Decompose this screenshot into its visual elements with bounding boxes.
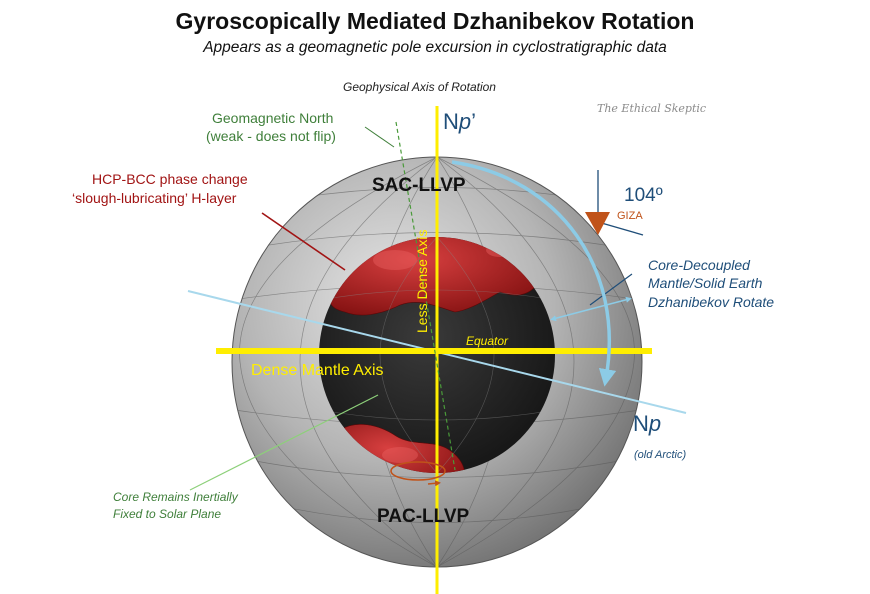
core-decoupled-line-2: Mantle/Solid Earth: [648, 275, 763, 291]
np-prime-base: N: [443, 109, 459, 134]
core-inertial-leader: [189, 394, 379, 491]
core-inertial-line-2: Fixed to Solar Plane: [113, 507, 222, 521]
geomagnetic-north-note: (weak - does not flip): [206, 128, 336, 144]
np-base: N: [633, 411, 649, 436]
core-rotation-ellipse: [390, 461, 446, 481]
old-arctic-label: (old Arctic): [634, 449, 687, 461]
h-layer-label: ‘slough-lubricating’ H-layer: [72, 190, 237, 206]
np-label: Np: [633, 411, 661, 437]
np-prime-label: Np’: [443, 109, 476, 135]
geomagnetic-north-label: Geomagnetic North: [212, 110, 334, 126]
geomagnetic-leader: [364, 126, 395, 148]
core-decoupled-line-1: Core-Decoupled: [648, 257, 750, 273]
np-prime-subscript: p: [458, 109, 472, 134]
giza-arm: [597, 221, 644, 236]
watermark: The Ethical Skeptic: [597, 102, 707, 115]
pac-llvp-label: PAC-LLVP: [377, 506, 470, 527]
dense-mantle-axis-label: Dense Mantle Axis: [251, 362, 384, 379]
sac-llvp-label: SAC-LLVP: [372, 175, 466, 196]
giza-triangle: [585, 212, 610, 235]
less-dense-axis-label: Less Dense Axis: [414, 229, 430, 334]
np-prime-suffix: ’: [471, 109, 477, 134]
page-subtitle: Appears as a geomagnetic pole excursion …: [203, 39, 667, 56]
giza-label: GIZA: [617, 210, 643, 222]
core-rotation-arrowhead: [427, 480, 441, 487]
axis-of-rotation-label: Geophysical Axis of Rotation: [343, 80, 496, 94]
core-inertial-line-1: Core Remains Inertially: [113, 490, 238, 504]
mantle-rotation-arrow: [451, 160, 617, 387]
page-title: Gyroscopically Mediated Dzhanibekov Rota…: [175, 8, 695, 34]
geomagnetic-north-line: [395, 121, 456, 471]
phase-change-label: HCP-BCC phase change: [92, 171, 248, 187]
np-subscript: p: [648, 411, 662, 436]
core-decoupled-line-3: Dzhanibekov Rotate: [648, 294, 775, 310]
giza-angle-label: 104º: [624, 185, 663, 206]
equator-label: Equator: [466, 334, 509, 348]
decoupling-double-arrow: [550, 296, 632, 322]
phase-change-leader: [261, 212, 346, 271]
